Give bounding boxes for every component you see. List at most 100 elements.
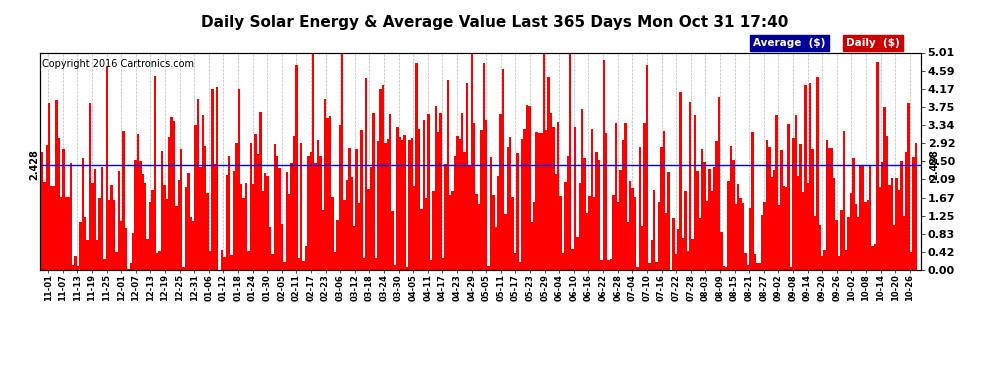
Bar [339, 125, 341, 270]
Bar [908, 103, 910, 270]
Bar [804, 86, 807, 270]
Bar [148, 202, 151, 270]
Bar [650, 240, 653, 270]
Bar [627, 222, 629, 270]
Bar [120, 221, 123, 270]
Bar [645, 65, 648, 270]
Bar [600, 261, 603, 270]
Bar [629, 181, 632, 270]
Bar [499, 114, 502, 270]
Bar [369, 167, 372, 270]
Bar [175, 206, 177, 270]
Bar [874, 244, 876, 270]
Bar [881, 162, 883, 270]
Bar [824, 250, 826, 270]
Bar [98, 198, 101, 270]
Bar [761, 215, 763, 270]
Bar [60, 197, 62, 270]
Bar [871, 246, 874, 270]
Bar [758, 264, 761, 270]
Bar [581, 109, 583, 270]
Bar [554, 174, 557, 270]
Bar [888, 184, 891, 270]
Bar [332, 197, 334, 270]
Bar [826, 140, 829, 270]
Bar [293, 136, 295, 270]
Bar [694, 116, 696, 270]
Bar [226, 175, 228, 270]
Bar [593, 197, 595, 270]
Bar [245, 183, 248, 270]
Bar [312, 53, 315, 270]
Bar [360, 130, 362, 270]
Bar [44, 182, 46, 270]
Bar [591, 129, 593, 270]
Bar [86, 240, 89, 270]
Bar [389, 114, 391, 270]
Bar [915, 143, 917, 270]
Bar [396, 127, 399, 270]
Bar [158, 251, 160, 270]
Bar [322, 210, 324, 270]
Bar [456, 136, 458, 270]
Bar [687, 251, 689, 270]
Bar [728, 181, 730, 270]
Bar [674, 254, 677, 270]
Bar [841, 210, 842, 270]
Bar [236, 143, 238, 270]
Bar [266, 176, 269, 270]
Bar [135, 160, 137, 270]
Bar [334, 252, 336, 270]
Bar [463, 152, 465, 270]
Bar [749, 208, 751, 270]
Bar [819, 225, 821, 270]
Bar [344, 200, 346, 270]
Bar [432, 191, 435, 270]
Bar [231, 255, 233, 270]
Bar [655, 262, 657, 270]
Bar [64, 196, 67, 270]
Bar [214, 164, 216, 270]
Bar [283, 262, 286, 270]
Bar [859, 166, 862, 270]
Bar [475, 194, 478, 270]
Bar [478, 204, 480, 270]
Bar [240, 184, 243, 270]
Bar [684, 191, 687, 270]
Bar [384, 143, 386, 270]
Bar [336, 220, 339, 270]
Bar [67, 196, 69, 270]
Bar [641, 226, 644, 270]
Bar [350, 177, 352, 270]
Bar [852, 158, 854, 270]
Bar [106, 67, 108, 270]
Bar [408, 141, 411, 270]
Bar [365, 78, 367, 270]
Bar [144, 183, 147, 270]
Bar [156, 253, 158, 270]
Bar [783, 186, 785, 270]
Bar [211, 89, 214, 270]
Bar [57, 138, 60, 270]
Bar [721, 232, 723, 270]
Bar [406, 267, 408, 270]
Bar [113, 200, 115, 270]
Bar [634, 197, 637, 270]
Bar [893, 225, 896, 270]
Bar [137, 134, 140, 270]
Bar [497, 176, 499, 270]
Bar [425, 198, 428, 270]
Bar [103, 259, 106, 270]
Bar [679, 92, 682, 270]
Bar [182, 267, 185, 270]
Bar [533, 201, 536, 270]
Bar [842, 131, 845, 270]
Bar [847, 217, 849, 270]
Bar [770, 177, 773, 270]
Bar [413, 186, 416, 270]
Bar [775, 115, 778, 270]
Bar [401, 140, 403, 270]
Bar [163, 185, 165, 270]
Bar [538, 133, 541, 270]
Bar [603, 60, 605, 270]
